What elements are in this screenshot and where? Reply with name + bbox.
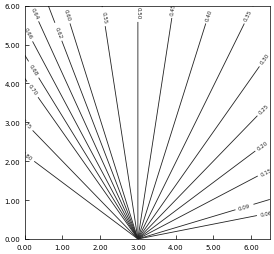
Text: 0.09: 0.09 (238, 203, 251, 211)
Text: 0.50: 0.50 (135, 7, 140, 19)
Text: 0.25: 0.25 (258, 103, 270, 116)
Text: 0.30: 0.30 (259, 53, 270, 66)
Text: 0.62: 0.62 (54, 26, 63, 39)
Text: 0.15: 0.15 (259, 167, 273, 177)
Text: 0.20: 0.20 (256, 140, 269, 151)
Text: 0.70: 0.70 (27, 84, 38, 97)
Text: 0.35: 0.35 (244, 9, 253, 22)
Text: 0.80: 0.80 (20, 150, 33, 162)
Text: 0.45: 0.45 (170, 3, 177, 16)
Text: 0.60: 0.60 (63, 9, 71, 22)
Text: 0.66: 0.66 (23, 27, 33, 40)
Text: 0.06: 0.06 (260, 210, 273, 217)
Text: 0.75: 0.75 (20, 118, 32, 130)
Text: 0.64: 0.64 (30, 7, 39, 20)
Text: 0.40: 0.40 (204, 9, 213, 22)
Text: 0.55: 0.55 (100, 11, 107, 24)
Text: 0.68: 0.68 (28, 64, 39, 77)
